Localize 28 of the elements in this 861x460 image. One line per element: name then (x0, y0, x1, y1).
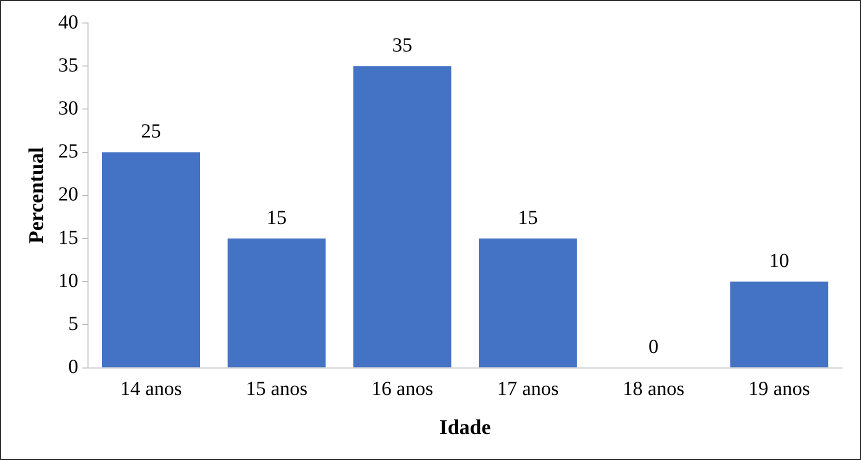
y-tick-label: 30 (58, 97, 78, 120)
x-tick-label: 18 anos (622, 378, 685, 400)
y-tick-label: 0 (68, 356, 78, 378)
data-label: 15 (266, 206, 287, 229)
y-tick-label: 40 (58, 11, 78, 34)
y-tick-label: 15 (58, 226, 78, 249)
data-label: 10 (769, 250, 790, 272)
y-tick-label: 25 (58, 140, 78, 163)
x-tick-label: 14 anos (120, 378, 182, 400)
data-label: 15 (518, 206, 538, 229)
y-tick-label: 5 (68, 312, 78, 335)
data-label: 0 (648, 336, 659, 358)
x-axis-title: Idade (439, 414, 491, 439)
x-tick-label: 16 anos (371, 378, 434, 400)
bar (228, 238, 326, 368)
x-tick-label: 19 anos (748, 378, 810, 400)
data-label: 25 (141, 120, 162, 143)
x-tick-label: 17 anos (497, 378, 559, 400)
y-axis-title: Percentual (24, 147, 48, 244)
y-tick-label: 10 (58, 270, 78, 292)
bar (478, 238, 577, 368)
y-tick-label: 20 (58, 184, 78, 206)
data-label: 35 (392, 34, 412, 56)
x-tick-label: 15 anos (246, 378, 308, 400)
bar (353, 66, 452, 368)
bar (102, 152, 200, 368)
y-tick-label: 35 (58, 54, 78, 76)
bar (730, 282, 828, 368)
